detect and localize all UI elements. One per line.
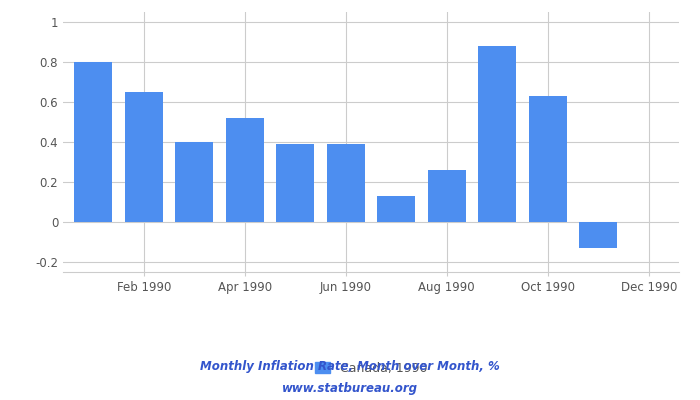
Bar <box>74 62 112 222</box>
Bar <box>377 196 415 222</box>
Bar <box>580 222 617 248</box>
Bar <box>528 96 567 222</box>
Bar <box>276 144 314 222</box>
Bar <box>327 144 365 222</box>
Bar <box>478 46 516 222</box>
Bar <box>428 170 466 222</box>
Text: www.statbureau.org: www.statbureau.org <box>282 382 418 395</box>
Bar <box>175 142 214 222</box>
Text: Monthly Inflation Rate, Month over Month, %: Monthly Inflation Rate, Month over Month… <box>200 360 500 373</box>
Bar <box>226 118 264 222</box>
Bar <box>125 92 162 222</box>
Legend: Canada, 1990: Canada, 1990 <box>315 362 427 375</box>
